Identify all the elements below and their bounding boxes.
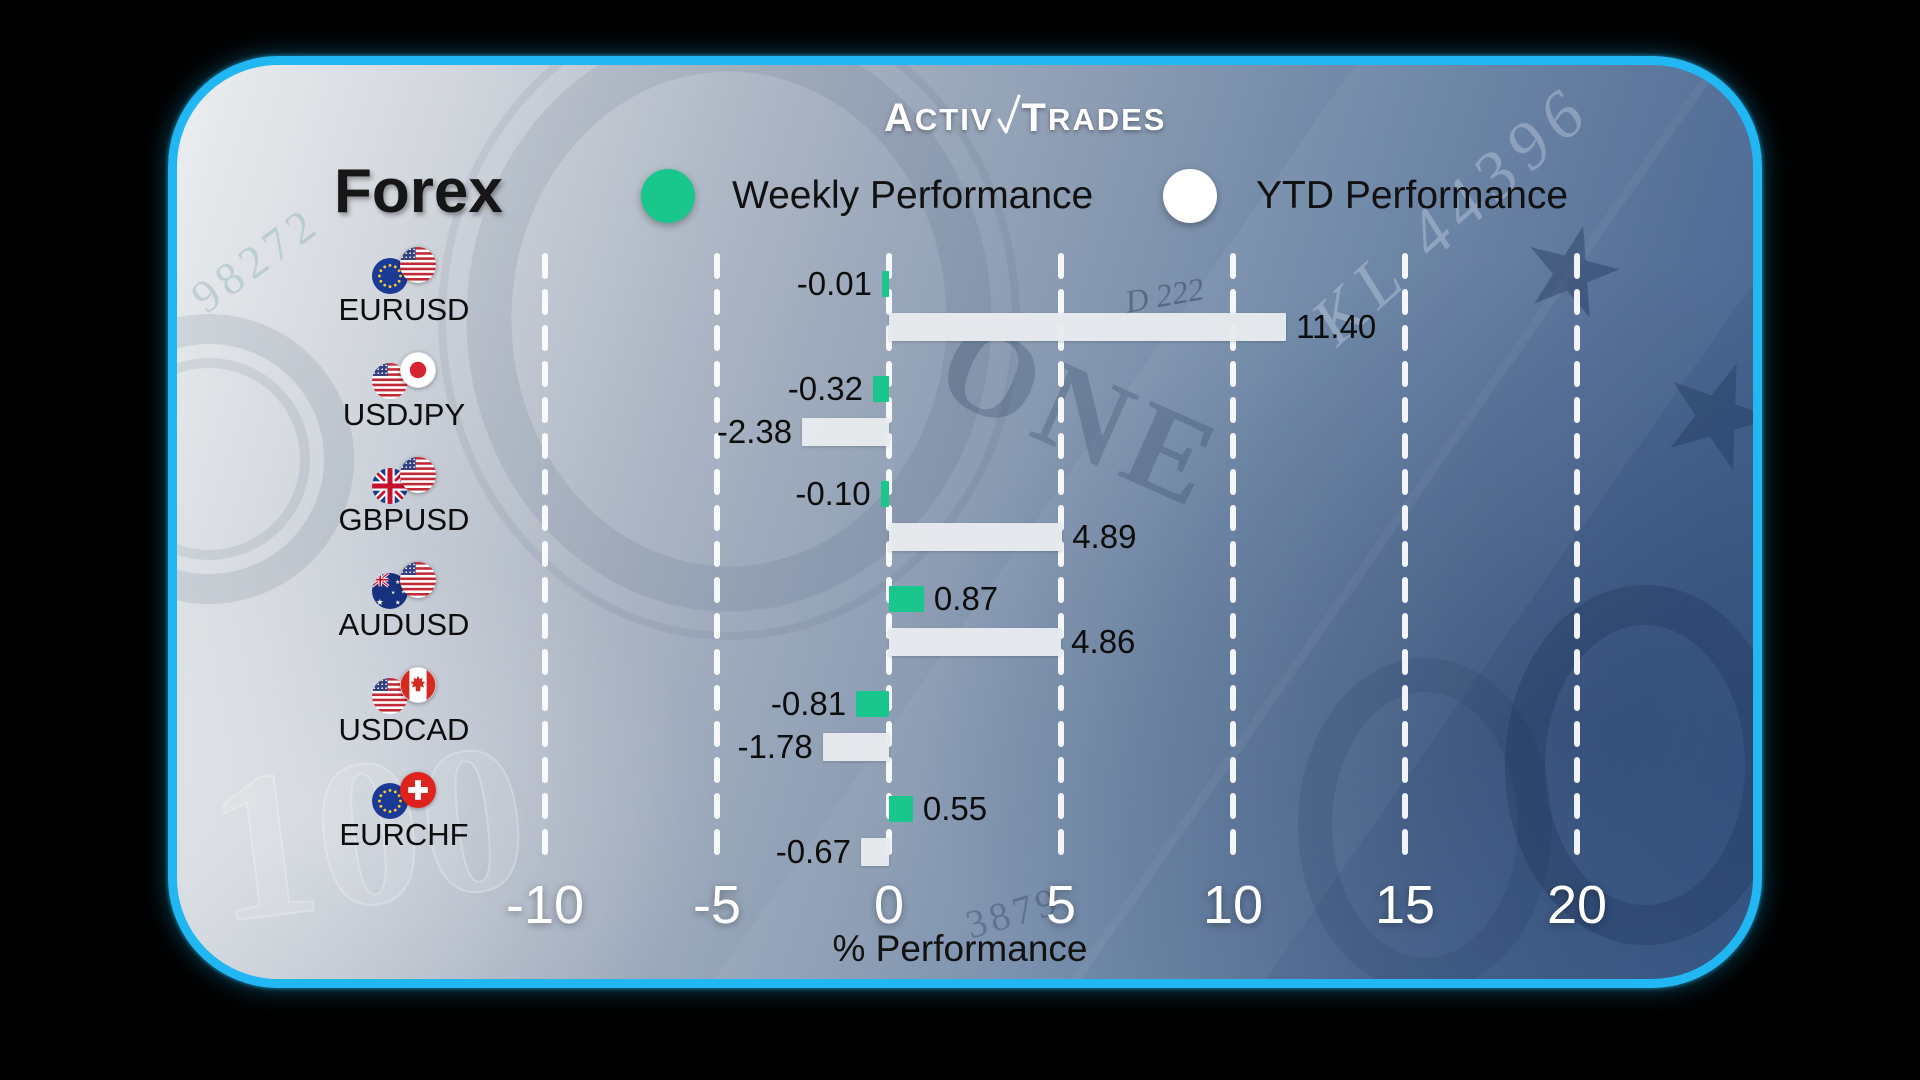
logo-text: RADES [1047,102,1167,137]
chart-card: ★ ★ KL 44396 D 222 98272 100 ONE 3879 [168,56,1762,988]
x-tick--10: -10 [505,875,585,935]
pair-label-usdcad: USDCAD [338,712,470,747]
logo-check-icon [997,94,1021,134]
ytd-bar-audusd [889,628,1062,656]
flag-pair-usdcad [372,667,438,715]
weekly-bar-eurchf [889,796,913,822]
logo-text: A [884,96,915,140]
flag-pair-audusd: ★ ★ ★ ★ ★ [372,562,438,610]
us-flag-icon [400,457,436,498]
ytd-value-usdjpy: -2.38 [716,413,793,450]
ytd-value-usdcad: -1.78 [737,728,813,765]
logo-text: CTIV [914,102,994,137]
weekly-value-gbpusd: -0.10 [795,475,871,512]
x-tick-5: 5 [1045,875,1077,935]
ytd-bar-eurchf [860,838,889,866]
weekly-bar-audusd [889,586,924,612]
ytd-legend-label: YTD Performance [1256,174,1569,217]
ytd-bar-usdcad [822,733,889,761]
ytd-bar-gbpusd [889,523,1063,551]
jp-flag-icon [400,352,436,393]
banknote-texture-decor: ★ ★ [177,65,1753,979]
weekly-value-audusd: 0.87 [933,580,999,617]
ytd-value-eurchf: -0.67 [775,833,851,870]
weekly-bar-usdcad [856,691,889,717]
pair-label-eurchf: EURCHF [339,817,469,852]
us-flag-icon [400,247,436,288]
weekly-value-usdcad: -0.81 [770,685,847,722]
svg-text:★: ★ [391,590,395,596]
pair-label-gbpusd: GBPUSD [338,502,470,537]
ytd-value-gbpusd: 4.89 [1072,518,1137,555]
flag-pair-eurusd [372,247,438,295]
au-flag-icon: ★ ★ ★ ★ ★ [372,573,408,614]
weekly-bar-gbpusd [880,481,889,507]
x-axis-label: % Performance [832,928,1088,969]
ytd-bar-eurusd [889,313,1287,341]
weekly-legend-label: Weekly Performance [732,174,1094,217]
ch-flag-icon [400,772,436,813]
x-tick-15: 15 [1374,875,1436,935]
weekly-bar-usdjpy [872,376,889,402]
x-tick-10: 10 [1202,875,1264,935]
ytd-bar-usdjpy [802,418,889,446]
x-tick--5: -5 [692,875,741,935]
us-flag-icon [400,562,436,603]
ytd-legend-dot-icon [1163,169,1217,223]
svg-text:★: ★ [395,579,401,586]
weekly-bar-eurusd [882,271,889,297]
flag-pair-usdjpy [372,352,438,400]
x-tick-20: 20 [1546,875,1608,935]
weekly-value-usdjpy: -0.32 [787,370,863,407]
flag-pair-eurchf [372,772,438,820]
ytd-value-eurusd: 11.40 [1296,308,1377,345]
pair-label-eurusd: EURUSD [338,292,470,327]
pair-label-audusd: AUDUSD [338,607,470,642]
svg-text:★: ★ [376,598,384,608]
x-tick-0: 0 [873,875,905,935]
logo-text: T [1021,96,1048,140]
page-title: Forex [334,157,503,226]
ytd-value-audusd: 4.86 [1071,623,1136,660]
weekly-legend-dot-icon [641,169,695,223]
svg-text:★: ★ [395,599,401,606]
activtrades-logo: A CTIV T RADES [884,94,1166,138]
svg-text:★: ★ [401,589,406,595]
ca-flag-icon [400,667,436,708]
flag-pair-gbpusd [372,457,438,505]
weekly-value-eurchf: 0.55 [922,790,988,827]
weekly-value-eurusd: -0.01 [796,265,872,302]
pair-label-usdjpy: USDJPY [342,397,466,432]
